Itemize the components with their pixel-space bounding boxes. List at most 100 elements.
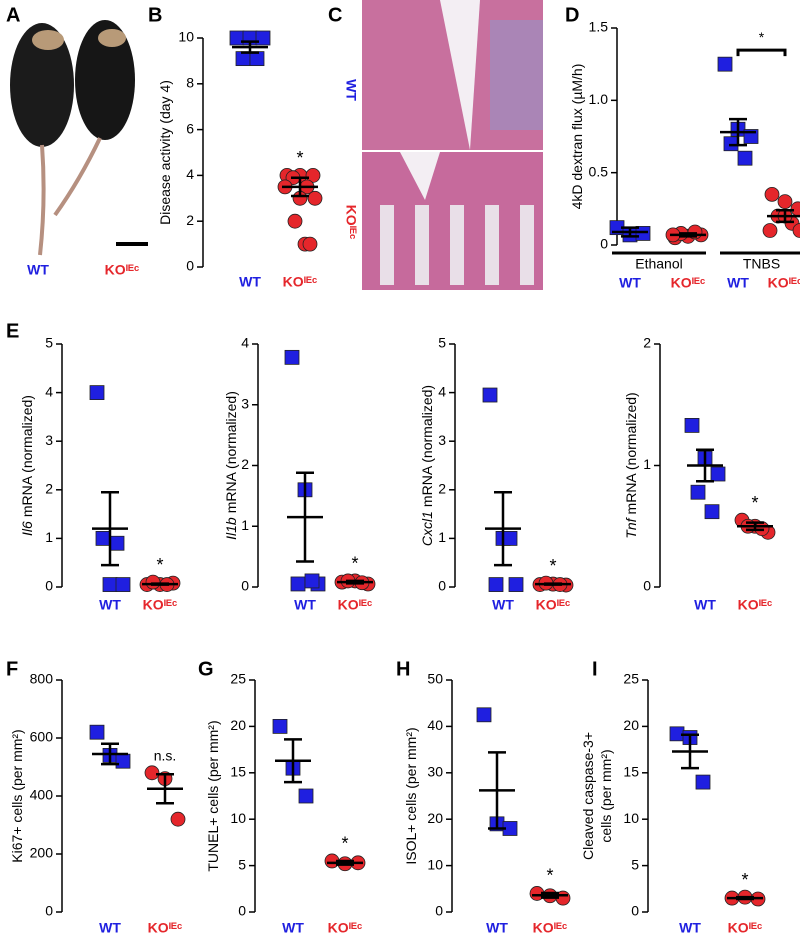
y-axis-label: 4kD dextran flux (µM/h) <box>569 64 585 210</box>
y-axis-label-text: mRNA (normalized) <box>223 391 239 513</box>
panel-letter: C <box>328 4 342 26</box>
significance-bracket <box>736 48 787 57</box>
data-point <box>482 387 498 403</box>
data-point <box>635 226 651 241</box>
y-tick-label: 0 <box>600 236 608 252</box>
data-point <box>764 186 780 202</box>
significance-label: * <box>549 556 556 576</box>
y-tick-label: 30 <box>427 764 443 780</box>
data-point <box>284 349 300 365</box>
data-point <box>304 573 320 589</box>
significance-label: * <box>751 493 758 513</box>
x-tick-label: WT <box>619 275 641 291</box>
y-tick-label: 0 <box>238 903 246 919</box>
y-tick-label: 50 <box>427 671 443 687</box>
panel-letter: A <box>6 4 20 26</box>
data-point <box>695 774 711 790</box>
image-label: KOᴵᴱᶜ <box>105 262 140 278</box>
y-tick-label: 15 <box>230 764 246 780</box>
y-tick-label: 1 <box>438 529 446 545</box>
y-axis-label-text: mRNA (normalized) <box>623 392 639 514</box>
y-tick-label: 8 <box>186 75 194 91</box>
y-tick-label: 2 <box>45 481 53 497</box>
data-point <box>298 788 314 804</box>
data-point <box>737 150 753 166</box>
data-point <box>170 811 186 827</box>
significance-label: n.s. <box>154 748 177 764</box>
image-label: KOᴵᴱᶜ <box>343 205 359 240</box>
significance-label: * <box>546 866 553 886</box>
y-tick-label: 10 <box>178 29 194 45</box>
panel-letter: I <box>592 658 598 680</box>
category-group-label: TNBS <box>743 256 780 272</box>
data-point <box>115 577 131 592</box>
y-axis-label-text: Disease activity (day 4) <box>157 80 173 225</box>
y-tick-label: 4 <box>45 383 53 399</box>
data-point <box>502 531 518 546</box>
y-tick-label: 6 <box>186 120 194 136</box>
y-tick-label: 4 <box>186 166 194 182</box>
x-tick-label: WT <box>727 275 749 291</box>
data-point <box>272 719 288 734</box>
y-axis-label: Disease activity (day 4) <box>157 80 173 225</box>
data-point <box>690 484 706 500</box>
significance-label: * <box>759 29 765 45</box>
y-axis-label-text: Ki67+ cells (per mm²) <box>9 729 25 862</box>
y-tick-label: 3 <box>241 395 249 411</box>
y-tick-label: 0 <box>631 903 639 919</box>
x-tick-label: WT <box>99 920 121 936</box>
panel-letter: H <box>396 658 410 680</box>
data-point <box>115 753 131 769</box>
y-tick-label: 10 <box>230 810 246 826</box>
significance-label: * <box>351 554 358 574</box>
y-axis-label: ISOL+ cells (per mm²) <box>403 727 419 864</box>
histology-image <box>362 0 543 290</box>
y-tick-label: 1 <box>643 456 651 472</box>
y-axis-label: Tnf mRNA (normalized) <box>623 392 639 538</box>
data-point <box>792 223 800 238</box>
data-point <box>710 466 726 482</box>
y-tick-label: 20 <box>623 717 639 733</box>
x-tick-label: WT <box>294 597 316 613</box>
y-axis-label-text: mRNA (normalized) <box>419 385 435 507</box>
data-point <box>302 236 318 252</box>
y-tick-label: 200 <box>30 845 54 861</box>
y-tick-label: 400 <box>30 787 54 803</box>
y-axis-label-gene: Cxcl1 <box>419 511 435 546</box>
y-tick-label: 20 <box>427 810 443 826</box>
y-axis-label: Ki67+ cells (per mm²) <box>9 729 25 862</box>
image-label: WT <box>343 79 359 101</box>
data-point <box>89 724 105 740</box>
y-tick-label: 1 <box>45 529 53 545</box>
significance-label: * <box>741 870 748 890</box>
y-tick-label: 15 <box>623 764 639 780</box>
x-tick-label: KOᴵᴱᶜ <box>536 597 571 613</box>
panel-letter: D <box>565 4 579 26</box>
y-tick-label: 4 <box>241 335 249 351</box>
data-point <box>790 201 800 217</box>
y-tick-label: 10 <box>427 856 443 872</box>
y-tick-label: 25 <box>230 671 246 687</box>
data-point <box>684 418 700 433</box>
x-tick-label: KOᴵᴱᶜ <box>338 597 373 613</box>
y-axis-label: Il6 mRNA (normalized) <box>19 395 35 536</box>
panel-letter: G <box>198 658 214 680</box>
y-tick-label: 0.5 <box>589 163 609 179</box>
data-point <box>102 577 118 592</box>
y-tick-label: 0 <box>45 578 53 594</box>
x-tick-label: KOᴵᴱᶜ <box>148 920 183 936</box>
y-tick-label: 0 <box>45 903 53 919</box>
data-point <box>305 167 321 183</box>
data-point <box>307 190 323 206</box>
y-tick-label: 0 <box>438 578 446 594</box>
y-axis-label-text: 4kD dextran flux (µM/h) <box>569 64 585 210</box>
data-point <box>488 577 504 592</box>
y-tick-label: 5 <box>631 856 639 872</box>
mouse-photo <box>10 20 148 256</box>
y-axis-label-line: Cleaved caspase-3+ <box>580 732 596 860</box>
data-point <box>95 531 111 546</box>
y-tick-label: 800 <box>30 671 54 687</box>
image-label: WT <box>27 262 49 278</box>
y-axis-label: TUNEL+ cells (per mm²) <box>205 720 221 871</box>
y-tick-label: 25 <box>623 671 639 687</box>
